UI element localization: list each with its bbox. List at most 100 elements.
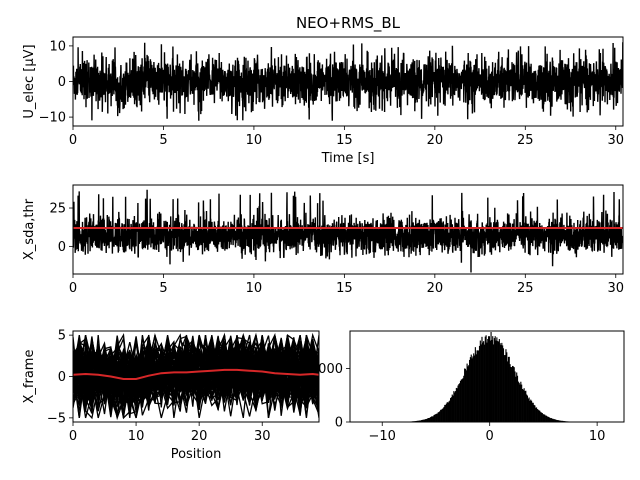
histogram-bar [519, 384, 521, 422]
histogram-bar [473, 353, 475, 422]
histogram-bar [512, 366, 514, 422]
signal-xtick-label: 0 [69, 133, 77, 148]
histogram-bar [504, 355, 506, 422]
histogram-bar [503, 355, 505, 422]
histogram-bar [442, 408, 444, 422]
histogram-bar [468, 365, 470, 422]
signal-plot-area [73, 42, 623, 121]
histogram-bar [421, 420, 423, 422]
signal-xtick-label: 25 [517, 133, 534, 148]
histogram-bar [431, 416, 433, 422]
sda-xtick-label: 15 [336, 281, 353, 296]
histogram-bar [549, 417, 551, 422]
histogram-bar [551, 418, 553, 422]
histogram-bar [483, 344, 486, 422]
histogram-bar [502, 345, 504, 422]
signal-ytick-label: 0 [58, 75, 66, 90]
histogram-bar [536, 408, 538, 422]
histogram-bar [435, 414, 437, 422]
histogram-bar [456, 388, 458, 422]
histogram-bar [425, 419, 427, 422]
histogram-bar [435, 413, 438, 422]
frames-frame [72, 330, 320, 423]
frame-line [73, 334, 319, 412]
frames-ytick-label: 5 [58, 329, 66, 344]
histogram-bar [553, 419, 555, 422]
frame-line [73, 340, 319, 415]
signal-xtick-label: 20 [427, 133, 444, 148]
sda-xtick-label: 25 [517, 281, 534, 296]
histogram-bar [530, 399, 532, 422]
histogram-bar [542, 414, 544, 422]
histogram-bar [469, 357, 471, 422]
histogram-bar [445, 404, 447, 422]
histogram-bar [449, 400, 451, 422]
signal-xtick-label: 5 [159, 133, 167, 148]
histogram-bar [526, 395, 529, 422]
histogram-bar [531, 402, 533, 422]
histogram-bar [517, 381, 519, 422]
histogram-bar [494, 336, 496, 422]
histogram-bar [533, 404, 535, 422]
histogram-bar [459, 380, 462, 422]
histogram-bar [448, 401, 450, 422]
histogram-bar [495, 340, 497, 422]
frames-xtick-label: 10 [128, 429, 145, 444]
sda-ylabel: X_sda,thr [22, 198, 37, 260]
histogram-bar [508, 356, 510, 422]
sda-axes: 0 5 10 15 20 25 30 0 25 X_sda,thr [22, 184, 624, 296]
histogram-bar [545, 415, 547, 422]
histogram-bar [548, 417, 550, 422]
histogram-bar [427, 418, 429, 422]
histogram-bar [458, 384, 460, 422]
histogram-bar [434, 414, 436, 422]
histogram-bar [560, 420, 562, 422]
histogram-bar [545, 415, 548, 422]
histogram-bar [450, 398, 452, 422]
histogram-bar [532, 402, 534, 422]
histogram-bar [522, 389, 524, 422]
histogram-xtick-label: 0 [486, 429, 494, 444]
histogram-bar [483, 341, 485, 422]
signal-ytick-label: −10 [39, 111, 66, 126]
frames-xlabel: Position [171, 447, 222, 462]
histogram-bar [527, 398, 529, 422]
histogram-bar [513, 367, 515, 422]
histogram-bar [454, 392, 456, 422]
histogram-bar [506, 352, 508, 422]
histogram-bar [470, 354, 472, 422]
histogram-bar [465, 370, 467, 422]
sda-frame [72, 184, 624, 275]
histogram-bar [492, 336, 494, 422]
chart-title: NEO+RMS_BL [296, 14, 401, 33]
sda-xtick-label: 10 [246, 281, 263, 296]
histogram-bar [461, 379, 463, 422]
histogram-bar [528, 397, 530, 422]
histogram-bar [500, 345, 502, 422]
frames-plot-area [73, 332, 319, 421]
histogram-bar [426, 418, 428, 422]
histogram-bar [552, 418, 554, 422]
histogram-bar [559, 420, 561, 422]
histogram-bar [439, 411, 441, 422]
histogram-bar [550, 418, 552, 422]
histogram-bar [523, 388, 525, 422]
frames-xtick-label: 0 [69, 429, 77, 444]
histogram-xtick-label: 10 [589, 429, 606, 444]
histogram-bar [433, 414, 435, 422]
histogram-bar [488, 336, 490, 422]
histogram-bar [538, 410, 540, 422]
histogram-bar [419, 420, 421, 422]
histogram-bar [422, 419, 424, 422]
histogram-bar [420, 420, 422, 422]
histogram-axes: −10 0 10 0 2000 [310, 330, 625, 444]
histogram-bar [432, 416, 434, 422]
sda-ytick-label: 0 [58, 240, 66, 255]
signal-xtick-label: 30 [607, 133, 624, 148]
histogram-ytick-label: 0 [335, 416, 343, 431]
histogram-bar [482, 342, 484, 422]
histogram-bar [510, 366, 512, 422]
signal-series-line [73, 42, 623, 121]
signal-frame [72, 36, 624, 127]
